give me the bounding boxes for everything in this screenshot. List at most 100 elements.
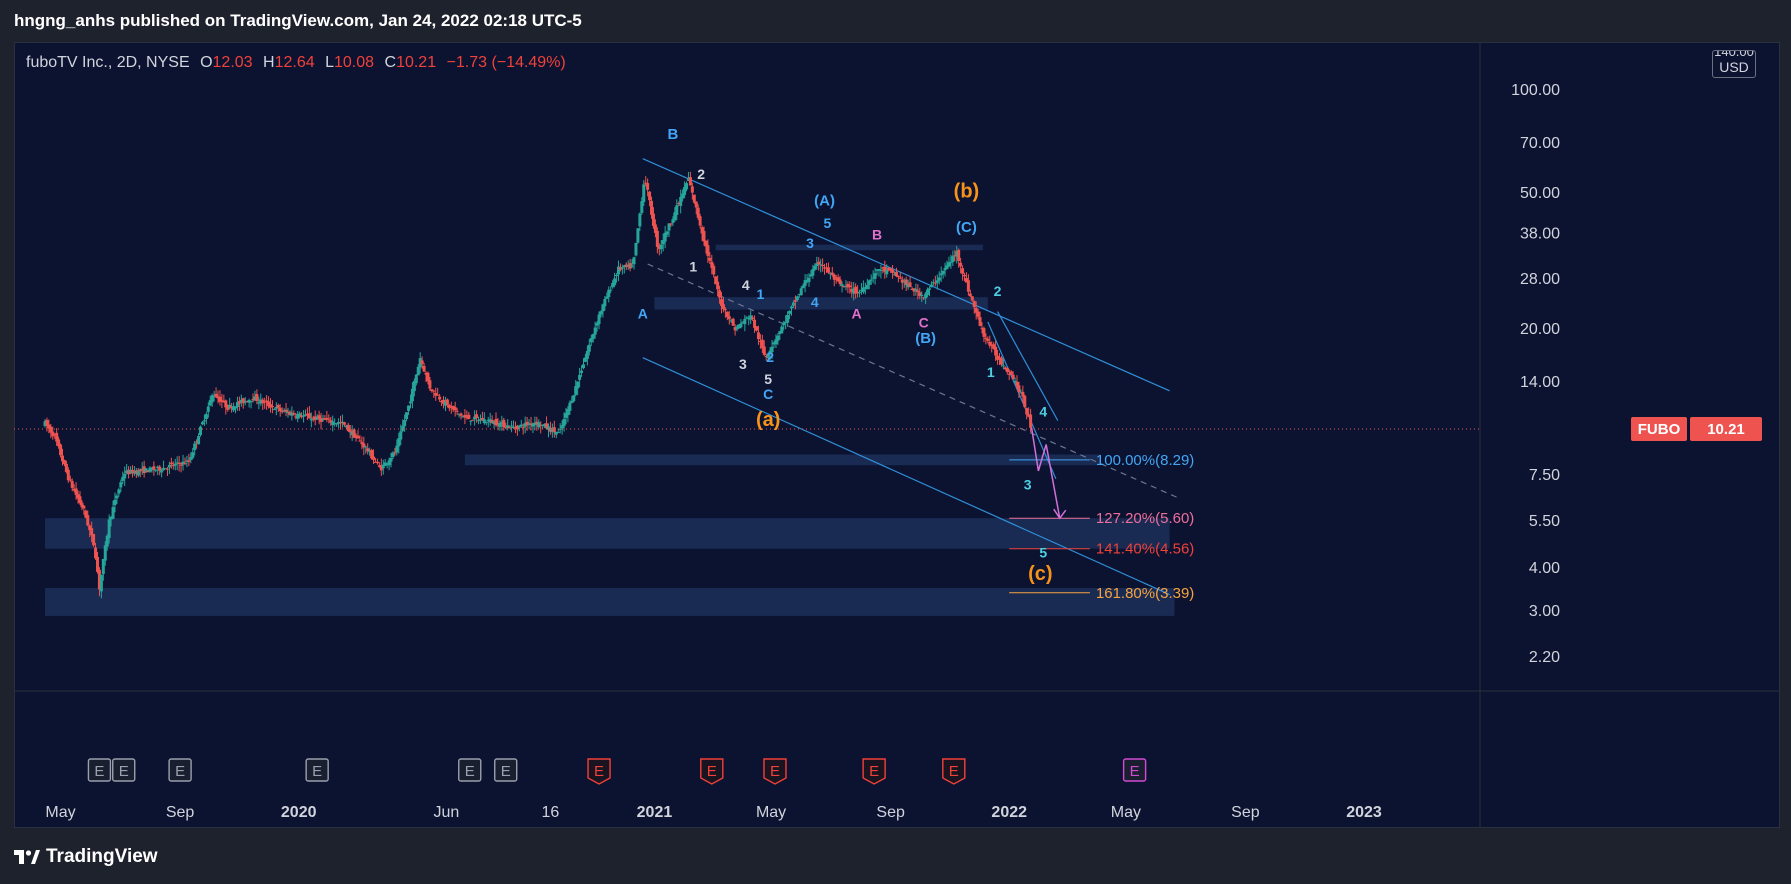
candle-body <box>661 240 665 245</box>
earnings-icon-letter: E <box>465 763 475 780</box>
candle-body <box>370 450 374 459</box>
candle-body <box>241 398 245 404</box>
candle-body <box>963 274 967 277</box>
earnings-icon-letter: E <box>119 763 129 780</box>
candle-body <box>350 431 354 436</box>
candle-body <box>964 278 968 283</box>
candle-body <box>1011 374 1015 380</box>
currency-label: USD <box>1719 59 1749 75</box>
candle-body <box>568 402 572 411</box>
candle-body <box>723 309 727 311</box>
candle-body <box>877 269 881 271</box>
candle-body <box>751 317 755 319</box>
candle-body <box>957 249 961 261</box>
candle-body <box>992 344 996 349</box>
candle-body <box>385 463 389 465</box>
candle-body <box>978 317 982 326</box>
candle-body <box>642 184 646 203</box>
candle-body <box>216 396 220 399</box>
last-price-badge-text: 10.21 <box>1707 421 1745 438</box>
candle-body <box>548 427 552 432</box>
candle-body <box>803 280 807 287</box>
candle-body <box>228 404 232 408</box>
candle-body <box>401 425 405 431</box>
wave-label: (A) <box>814 192 835 209</box>
candle-body <box>760 339 764 349</box>
price-tick-label: 100.00 <box>1511 82 1560 99</box>
candle-body <box>636 228 640 243</box>
candle-body <box>323 418 327 420</box>
candle-body <box>212 395 216 397</box>
candle-body <box>529 423 533 425</box>
candle-body <box>269 404 273 408</box>
chart-frame[interactable] <box>14 42 1780 828</box>
candle-body <box>290 412 294 416</box>
candle-body <box>195 441 199 443</box>
candle-body <box>296 414 300 419</box>
candle-body <box>753 319 757 328</box>
candle-body <box>82 505 86 509</box>
candle-body <box>335 423 339 425</box>
candle-body <box>591 333 595 339</box>
candle-body <box>906 284 910 288</box>
candle-body <box>447 404 451 409</box>
footer-bar <box>0 828 1791 884</box>
candle-body <box>267 401 271 407</box>
candle-body <box>399 431 403 440</box>
candle-body <box>430 389 434 392</box>
candle-body <box>407 405 411 411</box>
candle-body <box>628 263 632 269</box>
wave-label: 1 <box>689 258 697 274</box>
candle-body <box>381 464 385 469</box>
candle-body <box>811 269 815 276</box>
candle-body <box>683 186 687 196</box>
candle-body <box>949 261 953 263</box>
candle-body <box>937 277 941 281</box>
candle-body <box>70 481 74 488</box>
candle-body <box>459 413 463 416</box>
candle-body <box>160 470 164 473</box>
candle-body <box>770 346 774 353</box>
candle-body <box>679 196 683 206</box>
candle-body <box>593 327 597 335</box>
currency-selector[interactable]: 140.00 USD <box>1712 50 1756 78</box>
candle-body <box>554 432 558 435</box>
candle-body <box>519 424 523 427</box>
fib-level-label: 161.80%(3.39) <box>1096 585 1194 602</box>
candle-body <box>902 281 906 283</box>
candle-body <box>156 466 160 469</box>
candle-body <box>422 365 426 372</box>
candle-body <box>344 425 348 428</box>
candle-body <box>900 279 904 283</box>
tradingview-logo[interactable]: TradingView <box>14 846 158 868</box>
candle-body <box>663 232 667 242</box>
candle-body <box>618 267 622 270</box>
candle-body <box>475 414 479 418</box>
candle-body <box>134 470 138 474</box>
candle-body <box>261 399 265 404</box>
candle-body <box>539 424 543 426</box>
candle-body <box>953 255 957 257</box>
candle-body <box>504 426 508 428</box>
earnings-icon <box>305 758 329 782</box>
publisher-text: hngng_anhs published on TradingView.com,… <box>14 11 582 30</box>
candle-body <box>541 424 545 426</box>
candle-body <box>169 462 173 465</box>
candle-body <box>766 354 770 359</box>
candle-body <box>685 183 689 190</box>
candle-body <box>721 304 725 310</box>
candle-body <box>1021 391 1025 397</box>
candle-body <box>941 270 945 274</box>
candle-body <box>165 468 169 470</box>
candle-body <box>469 420 473 422</box>
candle-body <box>372 456 376 460</box>
candle-body <box>813 265 817 270</box>
candle-body <box>480 417 484 421</box>
candle-body <box>200 422 204 425</box>
candle-body <box>467 414 471 419</box>
candle-body <box>251 398 255 401</box>
candle-body <box>237 401 241 404</box>
candle-body <box>572 395 576 402</box>
candle-body <box>1025 408 1029 415</box>
